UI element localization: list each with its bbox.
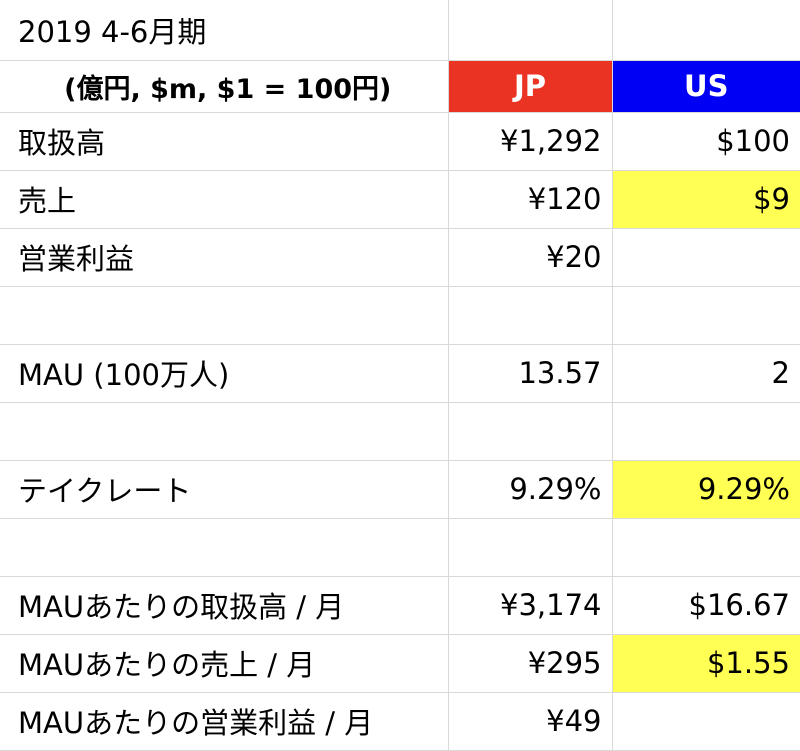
row-label-cell[interactable]: MAUあたりの営業利益 / 月 bbox=[0, 692, 449, 751]
jp-value-cell[interactable] bbox=[448, 518, 613, 577]
jp-value-cell[interactable]: ¥1,292 bbox=[448, 112, 613, 171]
data-row: 取扱高 ¥1,292 $100 bbox=[0, 112, 800, 171]
row-label-cell[interactable]: MAU (100万人) bbox=[0, 344, 449, 403]
row-label-cell[interactable]: MAUあたりの取扱高 / 月 bbox=[0, 576, 449, 635]
data-row: MAUあたりの取扱高 / 月 ¥3,174 $16.67 bbox=[0, 576, 800, 635]
us-value-cell[interactable]: $1.55 bbox=[612, 634, 800, 693]
us-value-cell[interactable]: 9.29% bbox=[612, 460, 800, 519]
row-label-cell[interactable]: 取扱高 bbox=[0, 112, 449, 171]
us-value-cell[interactable] bbox=[612, 228, 800, 287]
data-row: MAUあたりの売上 / 月 ¥295 $1.55 bbox=[0, 634, 800, 693]
us-value-cell[interactable] bbox=[612, 286, 800, 345]
us-value-cell[interactable] bbox=[612, 518, 800, 577]
units-header-cell[interactable]: (億円, $m, $1 = 100円) bbox=[0, 60, 449, 113]
jp-value-cell[interactable]: 9.29% bbox=[448, 460, 613, 519]
jp-value-cell[interactable]: ¥3,174 bbox=[448, 576, 613, 635]
us-value-cell[interactable]: $100 bbox=[612, 112, 800, 171]
jp-value-cell[interactable]: 13.57 bbox=[448, 344, 613, 403]
us-header-cell[interactable]: US bbox=[612, 60, 800, 113]
row-label-cell[interactable]: テイクレート bbox=[0, 460, 449, 519]
jp-value-cell[interactable]: ¥120 bbox=[448, 170, 613, 229]
empty-cell[interactable] bbox=[448, 0, 613, 61]
title-row: 2019 4-6月期 bbox=[0, 0, 800, 61]
jp-value-cell[interactable] bbox=[448, 402, 613, 461]
us-value-cell[interactable] bbox=[612, 402, 800, 461]
jp-value-cell[interactable]: ¥295 bbox=[448, 634, 613, 693]
data-row: テイクレート 9.29% 9.29% bbox=[0, 460, 800, 519]
jp-value-cell[interactable] bbox=[448, 286, 613, 345]
empty-row bbox=[0, 518, 800, 577]
us-value-cell[interactable]: $16.67 bbox=[612, 576, 800, 635]
empty-row bbox=[0, 402, 800, 461]
row-label-cell[interactable] bbox=[0, 286, 449, 345]
header-row: (億円, $m, $1 = 100円) JP US bbox=[0, 60, 800, 113]
empty-cell[interactable] bbox=[612, 0, 800, 61]
empty-row bbox=[0, 286, 800, 345]
us-value-cell[interactable] bbox=[612, 692, 800, 751]
jp-value-cell[interactable]: ¥20 bbox=[448, 228, 613, 287]
data-row: MAUあたりの営業利益 / 月 ¥49 bbox=[0, 692, 800, 751]
title-cell[interactable]: 2019 4-6月期 bbox=[0, 0, 449, 61]
data-row: 営業利益 ¥20 bbox=[0, 228, 800, 287]
row-label-cell[interactable]: MAUあたりの売上 / 月 bbox=[0, 634, 449, 693]
row-label-cell[interactable] bbox=[0, 518, 449, 577]
row-label-cell[interactable] bbox=[0, 402, 449, 461]
data-row: MAU (100万人) 13.57 2 bbox=[0, 344, 800, 403]
jp-header-cell[interactable]: JP bbox=[448, 60, 613, 113]
us-value-cell[interactable]: 2 bbox=[612, 344, 800, 403]
us-value-cell[interactable]: $9 bbox=[612, 170, 800, 229]
jp-value-cell[interactable]: ¥49 bbox=[448, 692, 613, 751]
data-row: 売上 ¥120 $9 bbox=[0, 170, 800, 229]
row-label-cell[interactable]: 営業利益 bbox=[0, 228, 449, 287]
row-label-cell[interactable]: 売上 bbox=[0, 170, 449, 229]
